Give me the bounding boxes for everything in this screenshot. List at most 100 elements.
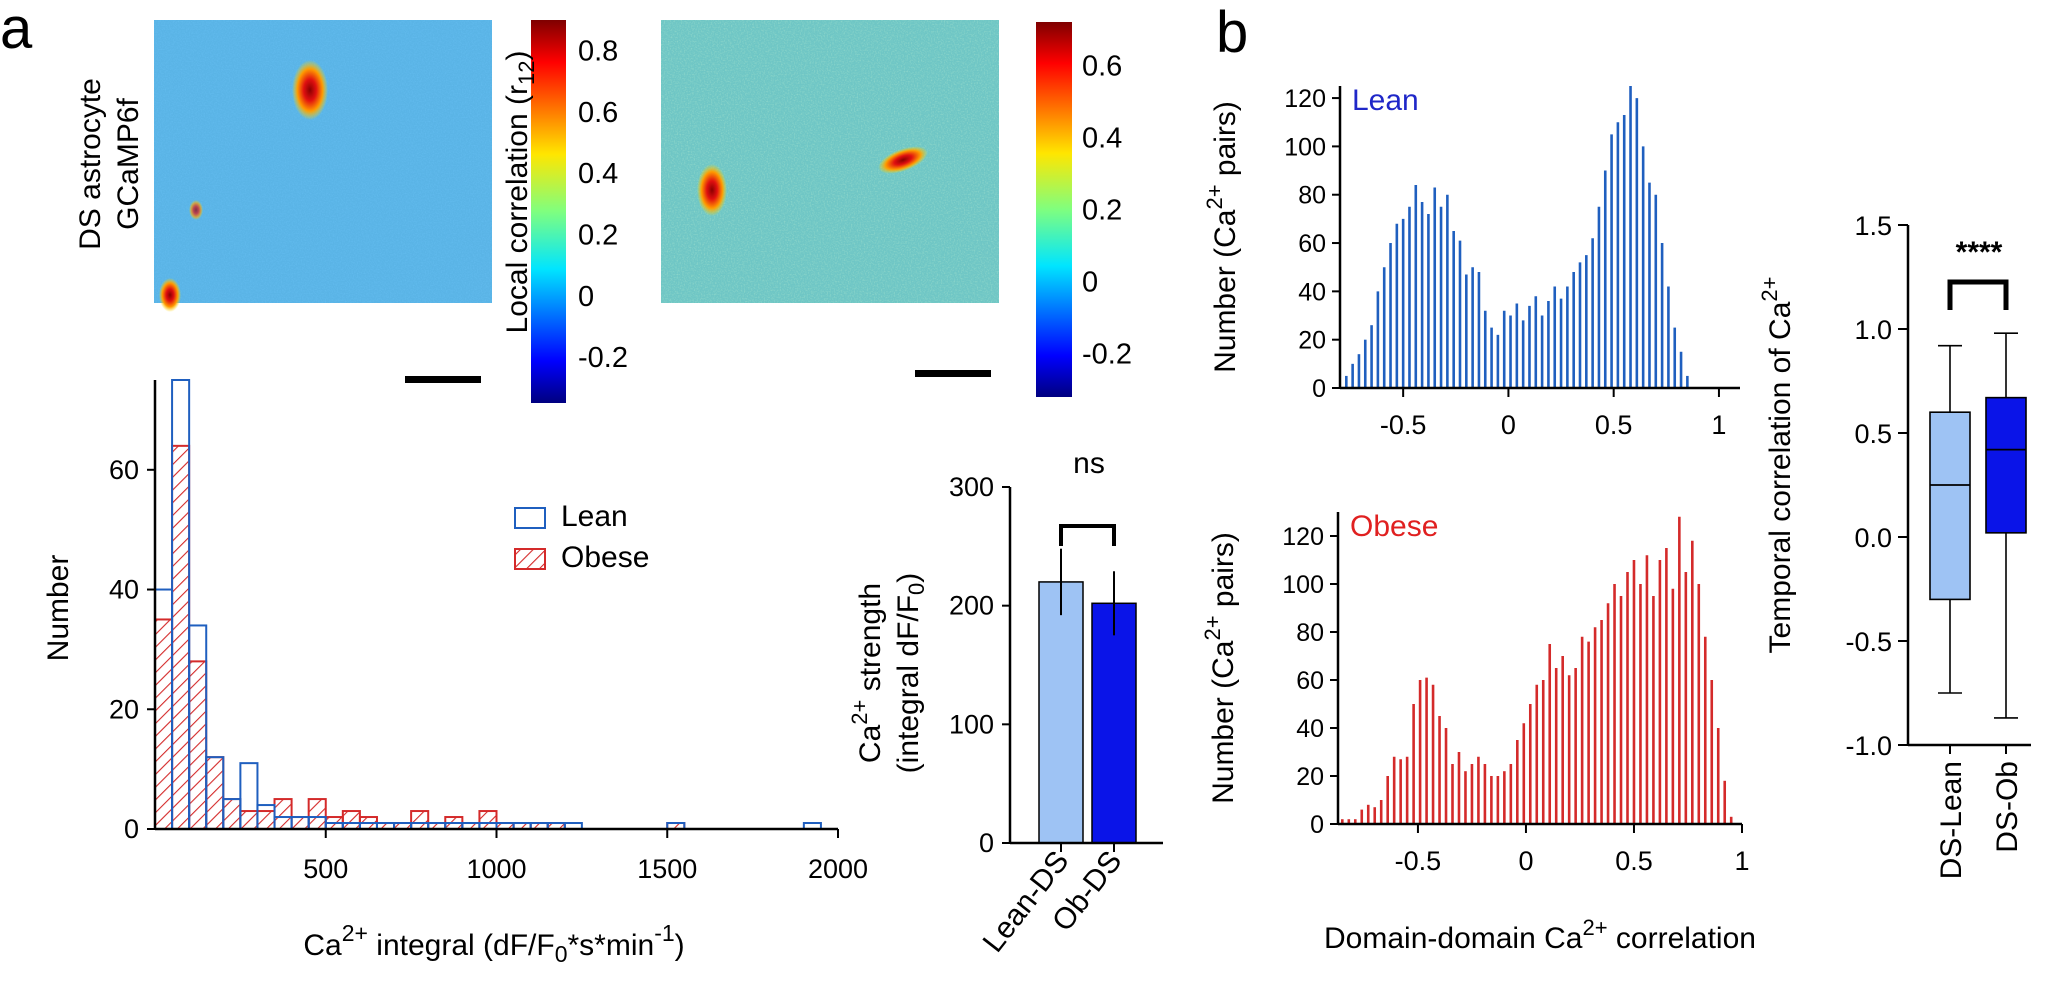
- x-tick-label: 0: [1501, 410, 1516, 440]
- panel-b-letter: b: [1216, 0, 1248, 65]
- row-label: DS astrocyte GCaMP6f: [74, 78, 145, 250]
- histogram-bar-obese: [239, 810, 259, 830]
- colorbar-tick-label: 0.2: [578, 219, 618, 251]
- hotspot: [189, 200, 203, 220]
- histogram-bar-obese: [290, 816, 310, 831]
- histogram-bar-obese: [205, 756, 225, 830]
- y-tick-label: -1.0: [1845, 731, 1892, 761]
- y-tick-label: 0: [979, 828, 994, 858]
- correlation-map-1: [154, 20, 492, 383]
- colorbar-1: 0.8 0.6 0.4 0.2 0 -0.2 Local correlation (r12…: [501, 20, 628, 403]
- y-tick-label: 120: [1284, 85, 1326, 113]
- x-axis-title: Domain-domain Ca2+ correlation: [1324, 915, 1756, 955]
- temporal-correlation-boxplot: 1.5 1.0 0.5 0.0 -0.5 -1.0 DS-Lean DS-Ob **** Temp…: [1757, 211, 2031, 879]
- colorbar-tick-label: -0.2: [1082, 339, 1132, 371]
- y-tick-label: 0: [1312, 375, 1326, 403]
- lean-correlation-histogram: 0 20 40 60 80 100 120 -0.5 0 0.5 1 Lean Number (Ca2+…: [1202, 84, 1740, 440]
- y-axis-title: Number (Ca2+ pairs): [1200, 532, 1240, 804]
- y-tick-label: 20: [1296, 763, 1324, 791]
- colorbar-tick-label: 0: [578, 281, 594, 313]
- colorbar-tick-label: 0.8: [578, 36, 618, 68]
- legend-swatch-obese: [514, 548, 546, 570]
- y-axis-title: Number: [42, 555, 75, 662]
- y-tick-label: 1.0: [1854, 315, 1892, 345]
- y-tick-label: 20: [1298, 327, 1326, 355]
- histogram-bar-obese: [273, 798, 293, 830]
- y-tick-label: 120: [1282, 523, 1324, 551]
- y-tick-label: 0: [1310, 811, 1324, 839]
- histogram-bar-obese: [256, 810, 276, 830]
- hotspot: [878, 146, 928, 174]
- y-tick-label: 40: [1298, 278, 1326, 306]
- row-label-line2: GCaMP6f: [112, 97, 145, 229]
- legend-label-obese: Obese: [561, 541, 649, 574]
- y-tick-label: 20: [109, 694, 139, 724]
- legend-swatch-lean: [514, 507, 546, 529]
- significance-bracket: [1947, 279, 2009, 310]
- category-label: DS-Lean: [1935, 761, 1968, 879]
- y-axis-title-line1: Ca2+ strength: [847, 583, 887, 763]
- y-tick-label: 80: [1296, 619, 1324, 647]
- correlation-map-2: [661, 20, 999, 377]
- colorbar-tick-label: -0.2: [578, 342, 628, 374]
- box-lean: [1929, 411, 1971, 601]
- y-tick-label: 40: [109, 575, 139, 605]
- x-tick-label: -0.5: [1395, 846, 1442, 876]
- box-obese: [1985, 396, 2027, 534]
- x-tick-label: 1500: [637, 854, 697, 884]
- x-tick-label: 1: [1711, 410, 1726, 440]
- colorbar-tick-label: 0: [1082, 267, 1098, 299]
- y-tick-label: 80: [1298, 182, 1326, 210]
- scale-bar: [405, 376, 481, 383]
- category-label: DS-Ob: [1991, 761, 2024, 853]
- hotspot: [159, 278, 181, 312]
- x-tick-label: 2000: [808, 854, 868, 884]
- y-tick-label: 100: [1282, 571, 1324, 599]
- x-tick-label: 1: [1734, 846, 1749, 876]
- scale-bar: [915, 370, 991, 377]
- x-tick-label: 0.5: [1595, 410, 1633, 440]
- legend-label-lean: Lean: [561, 500, 628, 533]
- y-tick-label: 200: [949, 591, 994, 621]
- y-tick-label: 100: [949, 709, 994, 739]
- y-tick-label: 0.0: [1854, 523, 1892, 553]
- x-axis-title: Ca2+ integral (dF/F0*s*min-1): [303, 920, 684, 967]
- y-tick-label: 60: [109, 455, 139, 485]
- colorbar-tick-label: 0.6: [578, 97, 618, 129]
- colorbar-tick-label: 0.4: [1082, 122, 1122, 154]
- x-tick-label: 500: [303, 854, 348, 884]
- strength-bar-obese: [1091, 602, 1137, 844]
- y-tick-label: 100: [1284, 133, 1326, 161]
- strength-bar-lean: [1038, 581, 1084, 844]
- x-tick-label: -0.5: [1380, 410, 1427, 440]
- condition-label: Lean: [1352, 84, 1419, 117]
- y-axis-title: Number (Ca2+ pairs): [1202, 101, 1242, 373]
- colorbar-tick-label: 0.2: [1082, 195, 1122, 227]
- histogram-bar-obese: [171, 444, 191, 830]
- y-tick-label: 0: [124, 814, 139, 844]
- y-axis-title: Temporal correlation of Ca2+: [1757, 277, 1797, 654]
- x-tick-label: 0: [1518, 846, 1533, 876]
- histogram-bar-obese: [188, 660, 208, 831]
- histogram-bar-obese: [410, 810, 430, 830]
- x-tick-label: 1000: [466, 854, 526, 884]
- hotspot: [292, 60, 328, 120]
- colorbar-tick-label: 0.4: [578, 158, 618, 190]
- significance-bracket: [1059, 524, 1116, 546]
- hotspot: [697, 164, 727, 216]
- y-tick-label: 40: [1296, 715, 1324, 743]
- colorbar-tick-label: 0.6: [1082, 50, 1122, 82]
- histogram-bar-obese: [154, 618, 174, 831]
- panel-a-letter: a: [0, 0, 33, 61]
- y-tick-label: 60: [1296, 667, 1324, 695]
- colorbar1-title: Local correlation (r12): [501, 51, 539, 334]
- histogram-bar-obese: [222, 798, 242, 830]
- colorbar-2: 0.6 0.4 0.2 0 -0.2: [1036, 22, 1132, 397]
- y-tick-label: 1.5: [1854, 211, 1892, 241]
- y-tick-label: 300: [949, 472, 994, 502]
- histogram-bar-obese: [478, 810, 498, 830]
- y-tick-label: 60: [1298, 230, 1326, 258]
